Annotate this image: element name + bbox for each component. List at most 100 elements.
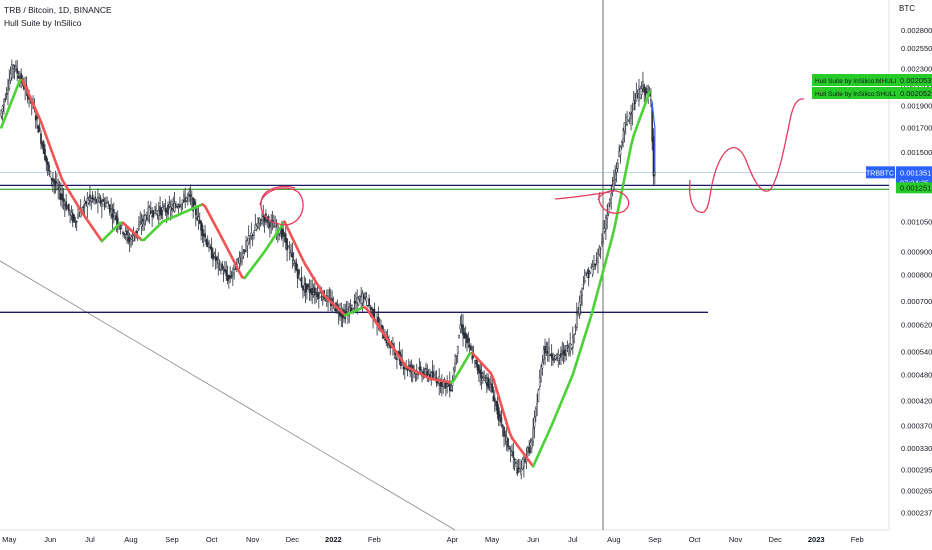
candle-body	[127, 236, 130, 242]
candle-body	[110, 208, 112, 210]
candle-body	[288, 249, 291, 253]
candle-body	[106, 201, 109, 204]
user-drawings[interactable]	[259, 98, 805, 226]
candle-body	[187, 194, 189, 197]
candle-body	[245, 240, 247, 251]
candle-body	[598, 247, 601, 255]
retest-circle-drawing[interactable]	[597, 190, 630, 214]
candle-body	[126, 230, 128, 236]
candle-body	[124, 231, 127, 235]
candle-body	[221, 263, 224, 270]
candle-body	[292, 260, 295, 264]
candle-body	[643, 85, 646, 93]
candle-body	[484, 377, 487, 379]
projection-path-drawing[interactable]	[688, 98, 805, 213]
hull-segment-down	[502, 412, 508, 425]
price-tick-label: 0.002300	[901, 64, 932, 73]
candle-body	[16, 68, 19, 74]
level-tag-bg	[896, 182, 932, 194]
candle-body	[181, 199, 184, 204]
candle-body	[66, 208, 69, 210]
candle-body	[104, 202, 107, 206]
price-tick-label: 0.000237	[901, 508, 932, 517]
candle-body	[609, 199, 611, 204]
hull-segment-up	[590, 304, 596, 317]
candle-body	[46, 161, 49, 165]
price-tick-label: 0.000800	[901, 271, 932, 280]
candle-body	[557, 354, 560, 361]
candle-body	[512, 451, 515, 458]
time-tick-label: Jun	[527, 535, 539, 544]
price-tick-label: 0.001700	[901, 123, 932, 132]
candle-body	[5, 93, 8, 95]
candle-body	[171, 208, 173, 211]
candle-body	[69, 211, 71, 215]
candle-body	[241, 252, 243, 259]
candle-body	[239, 260, 242, 262]
candle-body	[466, 334, 468, 344]
candle-body	[161, 207, 164, 211]
candle-body	[595, 259, 598, 262]
candle-body	[653, 171, 656, 176]
candle-body	[605, 217, 607, 230]
price-axis[interactable]: 0.002800 0.002550 0.002300 0.002100 0.001900…	[901, 26, 932, 518]
descending-trendline[interactable]	[0, 260, 456, 531]
candle-body	[274, 223, 277, 227]
candle-body	[583, 279, 586, 283]
highlight-circle-drawing[interactable]	[259, 185, 304, 226]
hull-segment-up	[592, 294, 598, 307]
time-axis[interactable]: May Jun Jul Aug Sep Oct Nov Dec 2022 Feb Apr May Jun…	[2, 535, 864, 544]
candle-body	[94, 196, 97, 199]
candle-body	[123, 233, 126, 236]
candle-body	[70, 212, 73, 216]
candle-body	[53, 179, 56, 184]
candle-body	[537, 389, 540, 403]
candle-body	[500, 417, 503, 423]
candle-body	[377, 316, 380, 323]
candle-body	[552, 357, 554, 361]
candle-body	[157, 209, 160, 216]
candle-body	[652, 136, 655, 177]
candle-body	[324, 300, 327, 302]
candle-body	[357, 298, 360, 306]
candle-body	[381, 324, 384, 330]
candle-body	[406, 368, 409, 371]
candle-body	[269, 222, 271, 228]
candle-body	[545, 349, 548, 352]
candle-body	[534, 408, 537, 417]
candle-body	[349, 307, 352, 313]
candle-body	[122, 231, 124, 234]
time-tick-label: Sep	[648, 535, 661, 544]
candle-body	[492, 395, 495, 402]
candle-body	[90, 198, 93, 202]
candle-body	[524, 458, 527, 462]
candle-body	[530, 440, 533, 449]
candle-body	[54, 180, 57, 186]
candle-body	[73, 214, 75, 222]
candle-body	[75, 220, 78, 223]
candle-body	[479, 369, 482, 374]
candle-body	[108, 204, 111, 213]
candle-body	[650, 99, 652, 102]
candle-body	[574, 326, 577, 328]
candle-body	[540, 366, 542, 383]
candle-body	[290, 252, 292, 255]
candle-body	[493, 397, 496, 402]
candle-body	[205, 239, 208, 246]
candle-body	[478, 365, 480, 373]
candle-body	[321, 296, 324, 300]
candle-body	[175, 205, 177, 207]
candle-body	[101, 203, 103, 207]
candle-body	[521, 459, 524, 470]
candle-body	[554, 355, 557, 360]
candle-body	[163, 205, 165, 207]
candle-body	[184, 197, 187, 203]
candle-body	[639, 87, 642, 99]
hull-segment-up	[619, 183, 625, 200]
candle-body	[314, 287, 316, 296]
candle-body	[140, 223, 143, 227]
candle-body	[519, 468, 521, 472]
hull-segment-up	[584, 322, 590, 334]
candle-body	[198, 220, 201, 224]
